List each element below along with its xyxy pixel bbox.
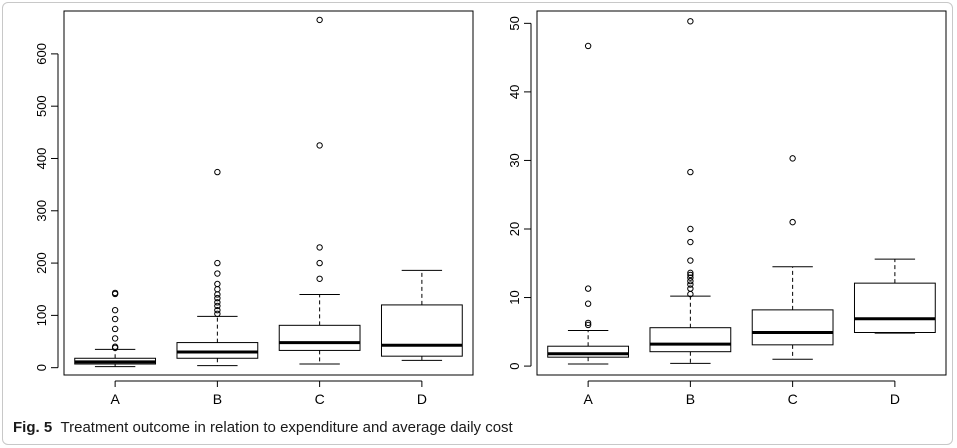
x-tick-label: C xyxy=(788,391,798,407)
outlier-point xyxy=(214,294,221,302)
box-iqr xyxy=(176,342,259,359)
outlier-point xyxy=(214,306,221,314)
y-tick-label: 600 xyxy=(34,43,49,65)
y-tick-label: 10 xyxy=(507,290,522,304)
outlier-point xyxy=(687,271,694,279)
outlier-point xyxy=(214,280,221,288)
outlier-point xyxy=(687,257,694,264)
box-d xyxy=(853,258,936,334)
outlier-point xyxy=(584,300,592,307)
x-tick-label: A xyxy=(110,391,120,407)
outlier-point xyxy=(316,142,323,149)
y-tick-label: 20 xyxy=(507,222,522,236)
x-tick-label: B xyxy=(213,391,222,407)
y-tick-label: 500 xyxy=(34,95,49,117)
outlier-point xyxy=(687,269,694,277)
box-iqr xyxy=(547,345,630,358)
outlier-point xyxy=(111,306,119,314)
x-tick-label: A xyxy=(583,391,593,407)
y-tick-label: 0 xyxy=(507,362,522,369)
figure-charts: 0 100 200 300 400 500 600 A B C D 0 10 20 30 40 50 A B C D xyxy=(34,10,947,407)
outlier-point xyxy=(214,270,221,277)
outlier-point xyxy=(214,168,221,176)
outlier-point xyxy=(687,225,694,233)
x-tick-label: B xyxy=(686,391,695,407)
box-iqr xyxy=(853,282,936,333)
box-d xyxy=(380,269,463,361)
outlier-point xyxy=(214,302,221,310)
y-tick-label: 0 xyxy=(34,364,49,371)
outlier-point xyxy=(111,325,119,333)
plot-border xyxy=(536,10,947,376)
outlier-point xyxy=(687,285,694,292)
outlier-point xyxy=(214,310,221,318)
y-tick-label: 40 xyxy=(507,85,522,99)
y-tick-label: 100 xyxy=(34,305,49,327)
outlier-point xyxy=(584,321,592,329)
y-tick-label: 30 xyxy=(507,153,522,167)
outlier-point xyxy=(687,277,694,285)
outlier-point xyxy=(316,244,323,251)
outlier-point xyxy=(316,16,323,24)
x-tick-label: C xyxy=(315,391,325,407)
chart-panel-2: 0 10 20 30 40 50 A B C D xyxy=(507,10,947,407)
outlier-point xyxy=(214,259,221,267)
outlier-point xyxy=(687,281,694,288)
outlier-point xyxy=(214,299,221,306)
y-tick-label: 400 xyxy=(34,148,49,170)
outlier-point xyxy=(687,238,694,246)
y-tick-label: 200 xyxy=(34,252,49,274)
box-iqr xyxy=(278,324,361,351)
figure-caption-label: Fig. 5 xyxy=(13,419,53,436)
box-b xyxy=(649,18,732,364)
figure-caption-text: Treatment outcome in relation to expendi… xyxy=(60,419,513,436)
y-tick-label: 50 xyxy=(507,16,522,30)
outlier-point xyxy=(584,42,592,50)
outlier-point xyxy=(584,285,592,292)
outlier-point xyxy=(214,291,221,298)
box-a xyxy=(74,289,157,368)
outlier-point xyxy=(111,315,119,323)
outlier-point xyxy=(687,18,694,25)
outlier-point xyxy=(789,218,796,226)
box-iqr xyxy=(649,327,732,353)
outlier-point xyxy=(687,168,694,176)
figure-caption: Fig. 5 Treatment outcome in relation to … xyxy=(13,419,513,436)
box-c xyxy=(278,16,361,365)
outlier-point xyxy=(316,275,323,282)
outlier-point xyxy=(789,155,796,162)
outlier-point xyxy=(111,343,119,350)
outlier-point xyxy=(687,274,694,281)
outlier-point xyxy=(111,289,119,297)
plot-border xyxy=(63,10,474,376)
box-iqr xyxy=(751,309,834,346)
outlier-point xyxy=(111,335,119,342)
box-iqr xyxy=(380,304,463,357)
chart-panel-1: 0 100 200 300 400 500 600 A B C D xyxy=(34,10,474,407)
box-b xyxy=(176,168,259,367)
outlier-point xyxy=(316,259,323,267)
box-c xyxy=(751,155,834,360)
outlier-point xyxy=(214,286,221,293)
x-tick-label: D xyxy=(417,391,427,407)
outlier-point xyxy=(584,319,592,327)
x-tick-label: D xyxy=(890,391,900,407)
y-tick-label: 300 xyxy=(34,200,49,222)
box-a xyxy=(547,42,630,365)
